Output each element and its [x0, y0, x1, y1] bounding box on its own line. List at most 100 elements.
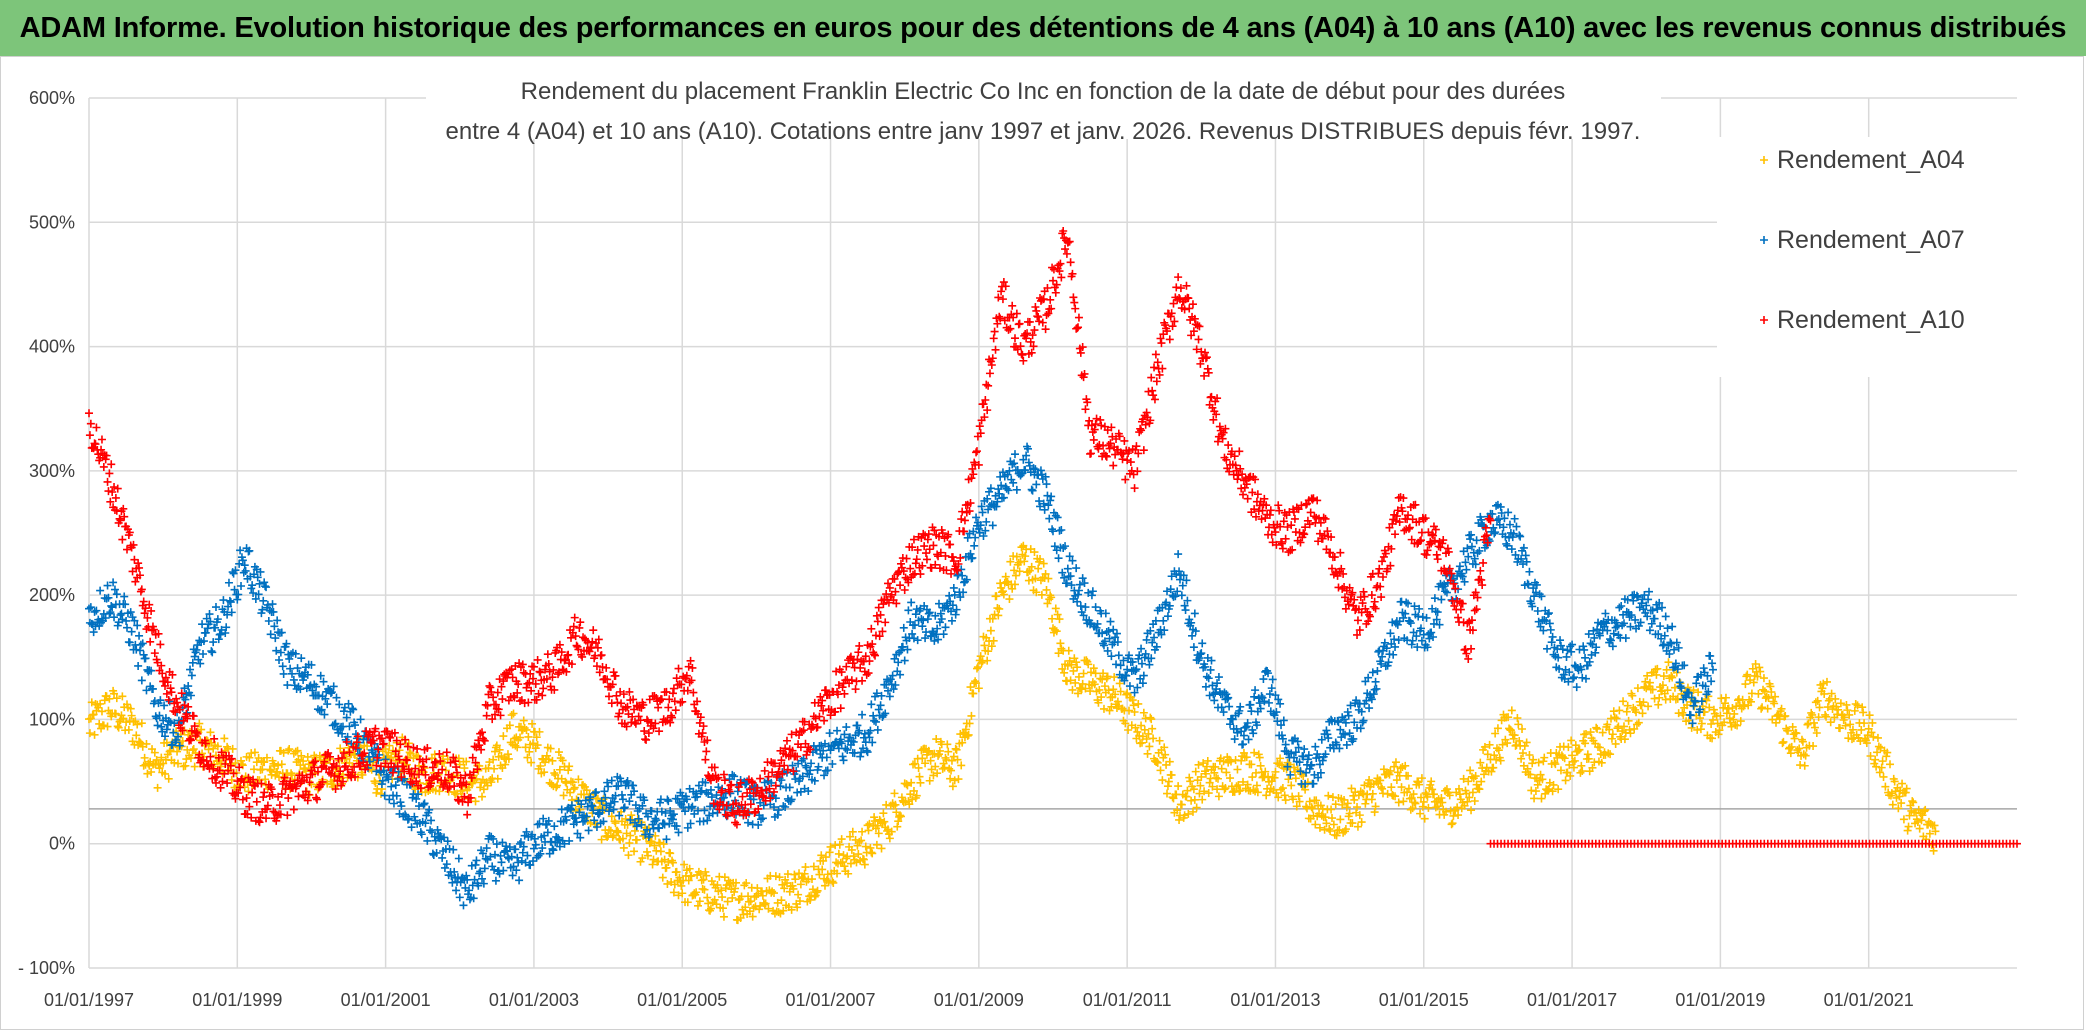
- data-point: [260, 578, 269, 587]
- data-point: [767, 778, 776, 787]
- data-point: [1043, 599, 1052, 608]
- data-point: [1062, 249, 1071, 258]
- data-point: [1648, 685, 1657, 694]
- data-point: [896, 812, 905, 821]
- data-point: [756, 774, 765, 783]
- data-point: [810, 776, 819, 785]
- data-point: [533, 820, 542, 829]
- data-point: [630, 847, 639, 856]
- data-point: [1539, 757, 1548, 766]
- data-point: [195, 719, 204, 728]
- data-point: [617, 790, 626, 799]
- data-point: [1102, 674, 1111, 683]
- data-point: [289, 675, 298, 684]
- data-point: [498, 695, 507, 704]
- data-point: [822, 753, 831, 762]
- data-point: [1867, 728, 1876, 737]
- data-point: [1001, 282, 1010, 291]
- data-point: [840, 862, 849, 871]
- data-point: [1137, 659, 1146, 668]
- data-point: [523, 851, 532, 860]
- data-point: [1336, 815, 1345, 824]
- data-point: [982, 380, 991, 389]
- data-point: [1371, 802, 1380, 811]
- data-point: [995, 489, 1004, 498]
- data-point: [625, 797, 634, 806]
- data-point: [704, 899, 713, 908]
- data-point: [605, 807, 614, 816]
- data-point: [1289, 795, 1298, 804]
- data-point: [1236, 786, 1245, 795]
- data-point: [855, 726, 864, 735]
- data-point: [692, 888, 701, 897]
- data-point: [118, 615, 127, 624]
- data-point: [405, 748, 414, 757]
- data-point: [1294, 792, 1303, 801]
- data-point: [1048, 614, 1057, 623]
- data-point: [395, 746, 404, 755]
- data-point: [1081, 603, 1090, 612]
- data-point: [271, 634, 280, 643]
- data-point: [502, 842, 511, 851]
- data-point: [224, 578, 233, 587]
- data-point: [1008, 301, 1017, 310]
- data-point: [799, 726, 808, 735]
- data-point: [391, 781, 400, 790]
- data-point: [137, 676, 146, 685]
- data-point: [1098, 629, 1107, 638]
- data-point: [1205, 691, 1214, 700]
- data-point: [472, 774, 481, 783]
- data-point: [125, 638, 134, 647]
- data-point: [96, 699, 105, 708]
- data-point: [885, 834, 894, 843]
- data-point: [1549, 780, 1558, 789]
- data-point: [1538, 775, 1547, 784]
- data-point: [932, 630, 941, 639]
- data-point: [1207, 656, 1216, 665]
- data-point: [142, 739, 151, 748]
- data-point: [1174, 550, 1183, 559]
- data-point: [977, 502, 986, 511]
- data-point: [1775, 715, 1784, 724]
- data-point: [1147, 715, 1156, 724]
- data-point: [1144, 729, 1153, 738]
- data-point: [240, 561, 249, 570]
- data-point: [1208, 782, 1217, 791]
- data-point: [110, 613, 119, 622]
- data-point: [138, 639, 147, 648]
- data-point: [1201, 662, 1210, 671]
- data-point: [1858, 703, 1867, 712]
- data-point: [1736, 717, 1745, 726]
- data-point: [1929, 846, 1938, 855]
- data-point: [1243, 719, 1252, 728]
- data-point: [907, 598, 916, 607]
- data-point: [1188, 807, 1197, 816]
- data-point: [1276, 754, 1285, 763]
- data-point: [826, 842, 835, 851]
- data-point: [867, 700, 876, 709]
- data-point: [698, 729, 707, 738]
- data-point: [524, 732, 533, 741]
- data-point: [676, 698, 685, 707]
- data-point: [1401, 761, 1410, 770]
- data-point: [1402, 598, 1411, 607]
- data-point: [1447, 820, 1456, 829]
- data-point: [1233, 765, 1242, 774]
- data-point: [1615, 706, 1624, 715]
- data-point: [957, 515, 966, 524]
- data-point: [1480, 742, 1489, 751]
- data-point: [1514, 720, 1523, 729]
- data-point: [885, 583, 894, 592]
- data-point: [1668, 622, 1677, 631]
- data-point: [1141, 649, 1150, 658]
- data-point: [958, 571, 967, 580]
- data-point: [655, 838, 664, 847]
- data-point: [1053, 513, 1062, 522]
- data-point: [759, 801, 768, 810]
- data-point: [227, 608, 236, 617]
- data-point: [902, 780, 911, 789]
- data-point: [1051, 604, 1060, 613]
- data-point: [904, 606, 913, 615]
- data-point: [317, 705, 326, 714]
- data-point: [96, 586, 105, 595]
